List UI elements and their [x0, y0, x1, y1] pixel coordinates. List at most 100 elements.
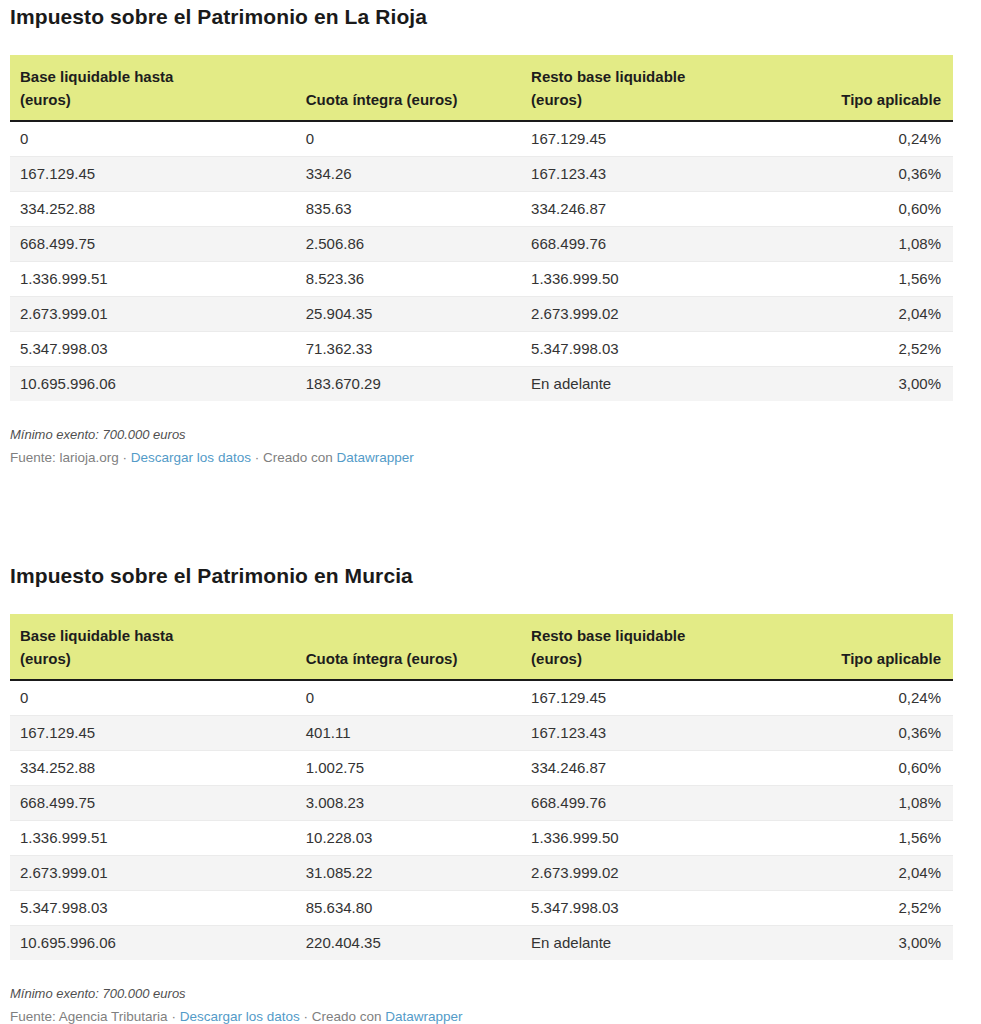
- table-footnote: Mínimo exento: 700.000 euros: [10, 986, 953, 1001]
- table-header-row: Base liquidable hasta (euros)Cuota ínteg…: [10, 614, 953, 680]
- data-table: Base liquidable hasta (euros)Cuota ínteg…: [10, 614, 953, 960]
- column-header: Cuota íntegra (euros): [296, 55, 521, 121]
- table-cell: 334.246.87: [521, 192, 821, 227]
- table-cell: 0,36%: [821, 716, 953, 751]
- separator-dot: ·: [303, 1009, 308, 1024]
- table-cell: 0: [10, 680, 296, 716]
- table-cell: 1,08%: [821, 227, 953, 262]
- table-cell: 5.347.998.03: [10, 891, 296, 926]
- table-cell: 220.404.35: [296, 926, 521, 961]
- source-line: Fuente: Agencia Tributaria · Descargar l…: [10, 1009, 953, 1024]
- table-cell: 334.252.88: [10, 751, 296, 786]
- table-card-murcia: Impuesto sobre el Patrimonio en Murcia B…: [10, 564, 953, 1024]
- table-row: 10.695.996.06220.404.35En adelante3,00%: [10, 926, 953, 961]
- data-table: Base liquidable hasta (euros)Cuota ínteg…: [10, 55, 953, 401]
- table-cell: 71.362.33: [296, 332, 521, 367]
- table-cell: 85.634.80: [296, 891, 521, 926]
- table-row: 00167.129.450,24%: [10, 680, 953, 716]
- table-cell: 1.002.75: [296, 751, 521, 786]
- column-header: Base liquidable hasta (euros): [10, 55, 296, 121]
- table-footnote: Mínimo exento: 700.000 euros: [10, 427, 953, 442]
- table-row: 167.129.45401.11167.123.430,36%: [10, 716, 953, 751]
- table-cell: 5.347.998.03: [10, 332, 296, 367]
- separator-dot: ·: [255, 450, 260, 465]
- table-cell: 2,04%: [821, 856, 953, 891]
- table-cell: 668.499.76: [521, 786, 821, 821]
- datawrapper-link[interactable]: Datawrapper: [337, 450, 414, 465]
- table-cell: 401.11: [296, 716, 521, 751]
- table-cell: 0,24%: [821, 680, 953, 716]
- table-row: 167.129.45334.26167.123.430,36%: [10, 157, 953, 192]
- separator-dot: ·: [123, 450, 128, 465]
- column-header: Base liquidable hasta (euros): [10, 614, 296, 680]
- table-row: 5.347.998.0385.634.805.347.998.032,52%: [10, 891, 953, 926]
- table-cell: En adelante: [521, 367, 821, 402]
- table-cell: 835.63: [296, 192, 521, 227]
- table-cell: 10.695.996.06: [10, 926, 296, 961]
- table-cell: 1,56%: [821, 262, 953, 297]
- table-row: 668.499.752.506.86668.499.761,08%: [10, 227, 953, 262]
- table-cell: 334.246.87: [521, 751, 821, 786]
- download-data-link[interactable]: Descargar los datos: [180, 1009, 300, 1024]
- column-header: Resto base liquidable (euros): [521, 614, 821, 680]
- table-cell: 2.506.86: [296, 227, 521, 262]
- source-text: Fuente: larioja.org: [10, 450, 119, 465]
- table-cell: 2.673.999.02: [521, 297, 821, 332]
- table-cell: 3,00%: [821, 926, 953, 961]
- column-header: Tipo aplicable: [821, 55, 953, 121]
- table-cell: 1.336.999.50: [521, 262, 821, 297]
- table-cell: 2.673.999.01: [10, 856, 296, 891]
- table-row: 2.673.999.0131.085.222.673.999.022,04%: [10, 856, 953, 891]
- table-cell: 0,60%: [821, 192, 953, 227]
- table-cell: 2,52%: [821, 332, 953, 367]
- column-header: Cuota íntegra (euros): [296, 614, 521, 680]
- table-cell: 5.347.998.03: [521, 891, 821, 926]
- table-cell: En adelante: [521, 926, 821, 961]
- table-cell: 668.499.75: [10, 227, 296, 262]
- page-title: Impuesto sobre el Patrimonio en La Rioja: [10, 5, 953, 29]
- table-row: 5.347.998.0371.362.335.347.998.032,52%: [10, 332, 953, 367]
- table-cell: 2,52%: [821, 891, 953, 926]
- source-text: Fuente: Agencia Tributaria: [10, 1009, 168, 1024]
- table-cell: 1.336.999.51: [10, 262, 296, 297]
- table-header-row: Base liquidable hasta (euros)Cuota ínteg…: [10, 55, 953, 121]
- table-row: 334.252.881.002.75334.246.870,60%: [10, 751, 953, 786]
- table-cell: 10.228.03: [296, 821, 521, 856]
- table-row: 10.695.996.06183.670.29En adelante3,00%: [10, 367, 953, 402]
- table-cell: 167.129.45: [10, 716, 296, 751]
- table-cell: 31.085.22: [296, 856, 521, 891]
- table-cell: 167.129.45: [521, 121, 821, 157]
- table-cell: 2.673.999.01: [10, 297, 296, 332]
- table-cell: 183.670.29: [296, 367, 521, 402]
- table-cell: 3.008.23: [296, 786, 521, 821]
- table-cell: 8.523.36: [296, 262, 521, 297]
- table-cell: 0: [10, 121, 296, 157]
- table-cell: 1.336.999.50: [521, 821, 821, 856]
- table-cell: 2,04%: [821, 297, 953, 332]
- table-cell: 0,60%: [821, 751, 953, 786]
- table-row: 668.499.753.008.23668.499.761,08%: [10, 786, 953, 821]
- table-row: 2.673.999.0125.904.352.673.999.022,04%: [10, 297, 953, 332]
- table-cell: 1,08%: [821, 786, 953, 821]
- table-row: 1.336.999.518.523.361.336.999.501,56%: [10, 262, 953, 297]
- table-row: 334.252.88835.63334.246.870,60%: [10, 192, 953, 227]
- datawrapper-link[interactable]: Datawrapper: [385, 1009, 462, 1024]
- table-cell: 25.904.35: [296, 297, 521, 332]
- table-cell: 0,24%: [821, 121, 953, 157]
- created-with-text: Creado con: [263, 450, 333, 465]
- table-cell: 334.26: [296, 157, 521, 192]
- table-cell: 3,00%: [821, 367, 953, 402]
- table-cell: 0: [296, 121, 521, 157]
- table-cell: 0: [296, 680, 521, 716]
- table-cell: 10.695.996.06: [10, 367, 296, 402]
- table-cell: 0,36%: [821, 157, 953, 192]
- separator-dot: ·: [171, 1009, 176, 1024]
- table-row: 1.336.999.5110.228.031.336.999.501,56%: [10, 821, 953, 856]
- table-cell: 167.123.43: [521, 157, 821, 192]
- source-line: Fuente: larioja.org · Descargar los dato…: [10, 450, 953, 465]
- table-cell: 167.123.43: [521, 716, 821, 751]
- download-data-link[interactable]: Descargar los datos: [131, 450, 251, 465]
- column-header: Resto base liquidable (euros): [521, 55, 821, 121]
- table-cell: 1.336.999.51: [10, 821, 296, 856]
- created-with-text: Creado con: [312, 1009, 382, 1024]
